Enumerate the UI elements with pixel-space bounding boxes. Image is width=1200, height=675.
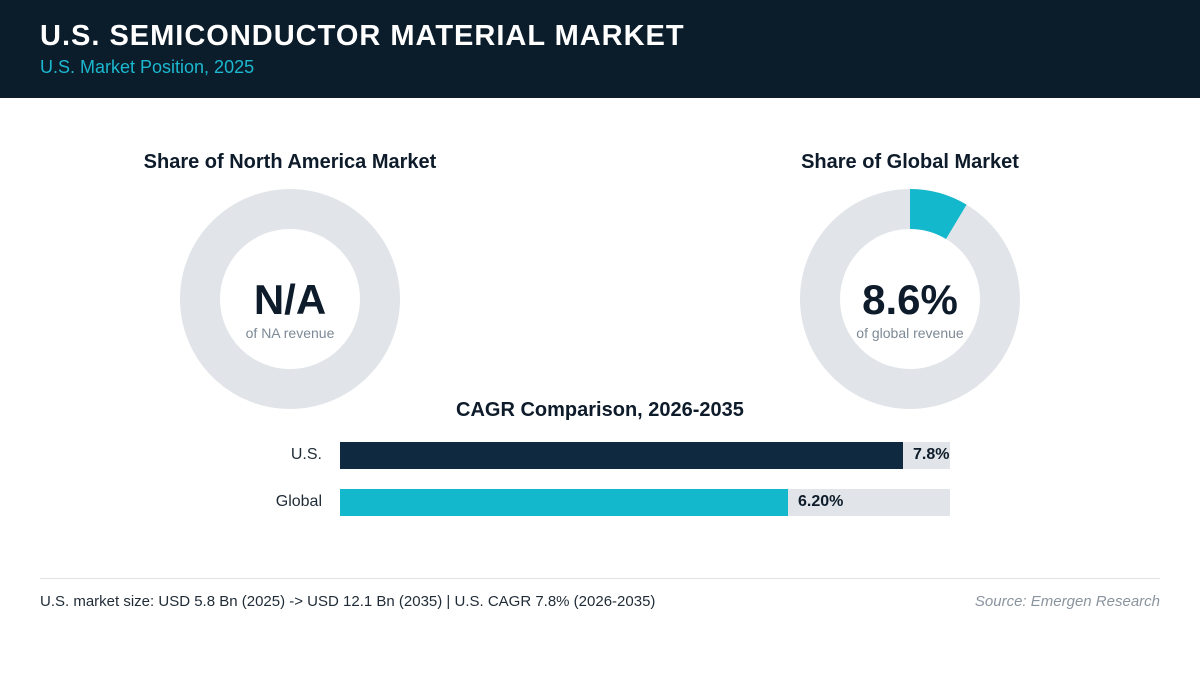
na-donut-track [180,189,400,409]
global-share-donut [800,189,1020,409]
bar-value-us: 7.8% [913,446,950,463]
bar-global [340,489,788,516]
global-share-value: 8.6% [862,276,958,323]
global-share-title: Share of Global Market [801,151,1019,173]
na-share-value: N/A [253,276,327,323]
global-share-caption: of global revenue [856,325,964,341]
page-subtitle: U.S. Market Position, 2025 [40,57,255,77]
page-title: U.S. SEMICONDUCTOR MATERIAL MARKET [40,20,685,52]
bar-track-us: 7.8% [340,442,950,469]
footer-divider [40,578,1160,579]
cagr-title: CAGR Comparison, 2026-2035 [456,399,744,421]
bar-track-global: 6.20% [340,489,950,516]
market-size-note: U.S. market size: USD 5.8 Bn (2025) -> U… [40,593,656,610]
header-bar: U.S. SEMICONDUCTOR MATERIAL MARKET U.S. … [0,0,1200,98]
bar-label-us: U.S. [290,446,322,463]
na-share-title: Share of North America Market [143,151,437,173]
source-credit: Source: Emergen Research [974,593,1160,610]
global-donut-slice [910,189,967,239]
bar-us [340,442,903,469]
bar-value-global: 6.20% [798,493,844,510]
na-share-caption: of NA revenue [245,325,335,341]
na-share-donut [180,189,400,409]
bar-label-global: Global [275,493,322,510]
